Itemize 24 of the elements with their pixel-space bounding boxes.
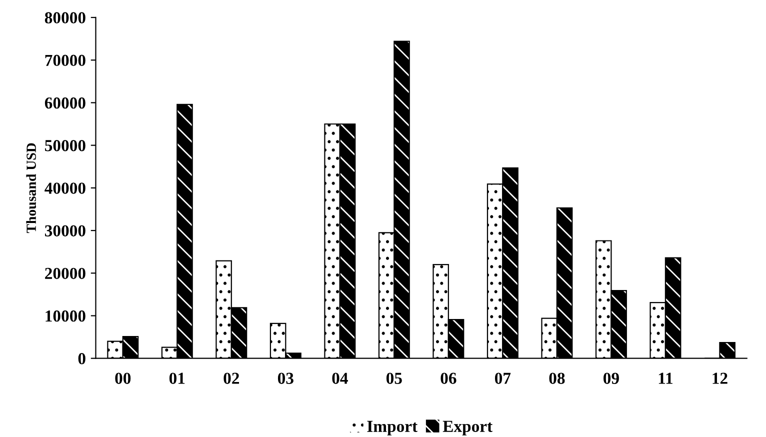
y-tick-label: 40000: [44, 182, 86, 194]
x-tick-label: 12: [712, 372, 728, 384]
legend-label: Export: [442, 420, 493, 436]
y-tick-label: 70000: [45, 54, 86, 66]
y-tick-label: 10000: [46, 310, 86, 322]
x-tick-label: 00: [115, 372, 131, 384]
x-tick-label: 05: [386, 372, 402, 384]
x-tick-label: 08: [549, 372, 565, 384]
x-tick-label: 03: [278, 372, 294, 384]
legend-label: Import: [367, 420, 418, 436]
x-tick-label: 01: [169, 372, 185, 384]
y-tick-label: 0: [78, 353, 86, 364]
y-tick-label: 20000: [45, 268, 86, 280]
x-tick-label: 02: [224, 372, 240, 384]
x-tick-label: 06: [440, 372, 456, 384]
x-tick-label: 04: [332, 372, 348, 384]
x-tick-label: 11: [658, 372, 672, 384]
y-tick-label: 30000: [44, 225, 86, 236]
y-tick-label: 50000: [45, 140, 86, 152]
x-tick-label: 07: [494, 372, 511, 384]
y-axis-title: Thousand USD: [26, 143, 36, 234]
x-tick-label: 09: [604, 372, 619, 384]
y-tick-label: 80000: [44, 12, 86, 24]
y-tick-label: 60000: [44, 97, 86, 109]
